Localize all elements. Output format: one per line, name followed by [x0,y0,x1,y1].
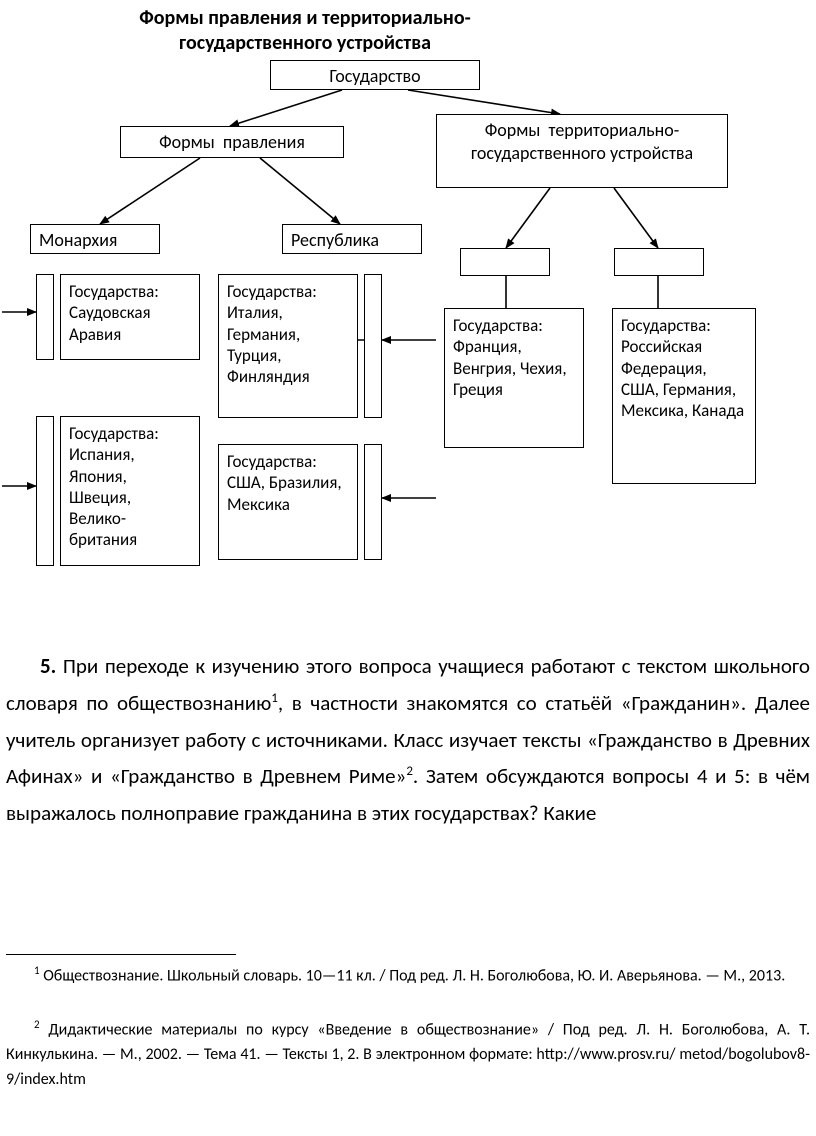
slot-monarchy-1 [36,274,54,360]
slot-terr-1 [460,248,550,276]
node-monarchy-states-2: Государства: Испания, Япония, Швеция, Ве… [60,416,200,566]
node-forms: Формы правления [120,126,344,158]
body-paragraph: 5. При переходе к изучению этого вопроса… [6,648,810,832]
footnote-1: 1 Обществознание. Школьный словарь. 10—1… [6,962,810,989]
diagram-title: Формы правления и территориально-государ… [90,6,520,56]
slot-republic-1 [364,274,382,418]
node-terr-states-1: Государства: Франция, Венгрия, Чехия, Гр… [444,308,584,448]
footnote-text: Обществознание. Школьный словарь. 10—11 … [43,966,785,985]
slot-republic-2 [364,444,382,560]
node-monarchy: Монархия [30,224,160,254]
body-number: 5. [40,653,56,679]
body-text: При переходе к изучению этого вопроса уч… [6,653,810,826]
node-republic-states-2: Государства: США, Бразилия, Мексика [218,444,358,560]
footnote-num: 1 [34,964,40,977]
node-republic: Республика [282,224,422,254]
footnote-rule [6,954,236,955]
slot-monarchy-2 [36,416,54,566]
node-terr: Формы территориально-государственного ус… [436,114,728,188]
footnote-num: 2 [34,1018,40,1031]
footnote-2: 2 Дидактические материалы по курсу «Введ… [6,1016,810,1093]
node-republic-states-1: Государства: Италия, Германия, Турция, Ф… [218,274,358,418]
node-terr-states-2: Государства: Российская Федерация, США, … [612,308,756,484]
footnote-text: Дидактические материалы по курсу «Введен… [6,1020,810,1089]
slot-terr-2 [614,248,704,276]
node-monarchy-states-1: Государства: Саудовская Аравия [60,274,200,360]
diagram-area: Формы правления и территориально-государ… [0,0,816,640]
node-root: Государство [270,60,480,90]
page: Формы правления и территориально-государ… [0,0,816,1136]
